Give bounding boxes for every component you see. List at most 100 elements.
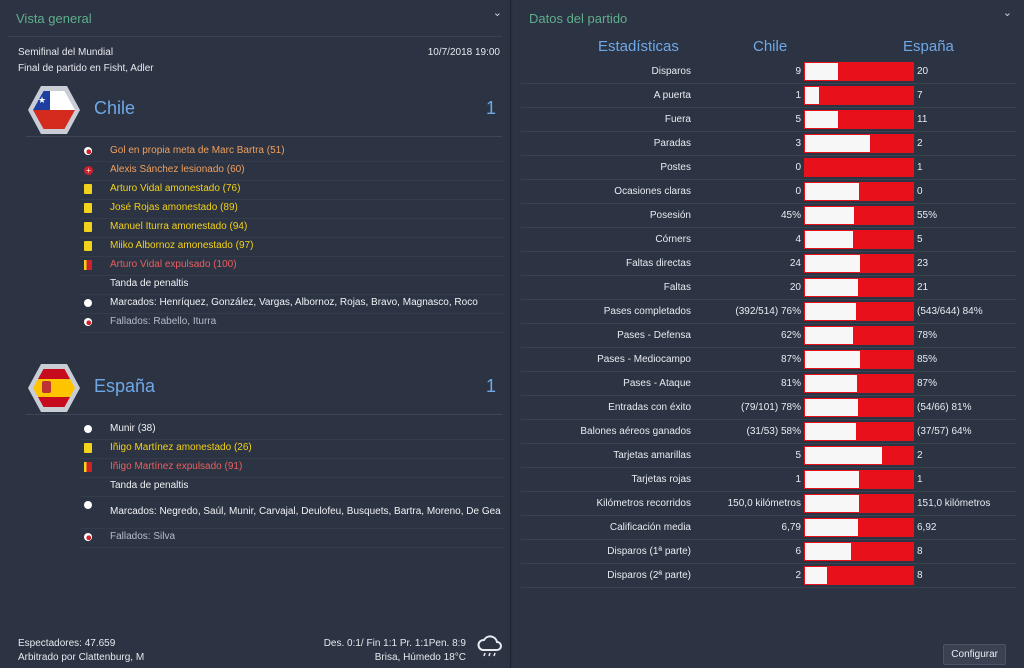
home-share-fill bbox=[805, 231, 853, 248]
stat-row[interactable]: Córners 4 5 bbox=[521, 228, 1017, 252]
yellow-card-icon bbox=[84, 184, 92, 194]
stat-row[interactable]: Calificación media 6,79 6,92 bbox=[521, 516, 1017, 540]
comparison-bar bbox=[804, 542, 914, 561]
stat-row[interactable]: Pases - Defensa 62% 78% bbox=[521, 324, 1017, 348]
stat-row[interactable]: Tarjetas rojas 1 1 bbox=[521, 468, 1017, 492]
stat-label: Ocasiones claras bbox=[614, 186, 691, 197]
comparison-bar bbox=[804, 350, 914, 369]
away-team-score: 1 bbox=[485, 376, 496, 396]
home-stat-value: 20 bbox=[789, 282, 801, 293]
home-stat-value: 150,0 kilómetros bbox=[727, 498, 801, 509]
home-stat-value: 2 bbox=[795, 570, 801, 581]
stat-row[interactable]: Pases - Mediocampo 87% 85% bbox=[521, 348, 1017, 372]
stat-row[interactable]: Kilómetros recorridos 150,0 kilómetros 151… bbox=[521, 492, 1017, 516]
stat-label: Córners bbox=[655, 234, 691, 245]
home-team-name[interactable]: Chile bbox=[94, 98, 136, 118]
stat-label: Faltas directas bbox=[625, 258, 691, 269]
away-stat-value: 151,0 kilómetros bbox=[917, 498, 991, 509]
comparison-bar bbox=[804, 398, 914, 417]
collapse-chevron-icon[interactable]: ⌄ bbox=[492, 7, 502, 19]
stat-label: Kilómetros recorridos bbox=[596, 498, 691, 509]
home-share-fill bbox=[805, 447, 882, 464]
stat-row[interactable]: Entradas con éxito (79/101) 78% (54/66) 81… bbox=[521, 396, 1017, 420]
stat-row[interactable]: Faltas directas 24 23 bbox=[521, 252, 1017, 276]
event-text: Iñigo Martínez expulsado (91) bbox=[110, 461, 243, 472]
home-stat-value: 1 bbox=[795, 90, 801, 101]
comparison-bar bbox=[804, 302, 914, 321]
home-share-fill bbox=[805, 471, 859, 488]
home-share-fill bbox=[805, 495, 859, 512]
event-text: Fallados: Silva bbox=[110, 531, 176, 542]
stat-label: Postes bbox=[660, 162, 691, 173]
away-column-header: España bbox=[903, 38, 954, 55]
event-row: Tanda de penaltis bbox=[80, 477, 504, 497]
stat-label: Paradas bbox=[653, 138, 691, 149]
event-text: José Rojas amonestado (89) bbox=[110, 202, 238, 213]
away-stat-value: 85% bbox=[917, 354, 938, 365]
event-row: Tanda de penaltis bbox=[80, 275, 504, 295]
stat-row[interactable]: Posesión 45% 55% bbox=[521, 204, 1017, 228]
referee: Arbitrado por Clattenburg, M bbox=[18, 652, 145, 663]
away-stat-value: 7 bbox=[917, 90, 923, 101]
away-team-name[interactable]: España bbox=[94, 376, 156, 396]
comparison-bar bbox=[804, 86, 914, 105]
missed-ball-icon bbox=[84, 318, 92, 326]
home-share-fill bbox=[805, 351, 860, 368]
event-row: Munir (38) bbox=[80, 420, 504, 440]
stat-label: Fuera bbox=[664, 114, 691, 125]
away-team-row[interactable]: España 1 bbox=[26, 364, 502, 415]
event-row: + Alexis Sánchez lesionado (60) bbox=[80, 161, 504, 181]
stat-row[interactable]: Pases completados (392/514) 76% (543/644) … bbox=[521, 300, 1017, 324]
home-stat-value: 45% bbox=[780, 210, 801, 221]
home-team-row[interactable]: ★ Chile 1 bbox=[26, 86, 502, 137]
stat-row[interactable]: Disparos 9 20 bbox=[521, 60, 1017, 84]
stat-row[interactable]: Tarjetas amarillas 5 2 bbox=[521, 444, 1017, 468]
home-share-fill bbox=[805, 135, 870, 152]
yellow-card-icon bbox=[84, 222, 92, 232]
away-stat-value: 78% bbox=[917, 330, 938, 341]
stat-row[interactable]: Ocasiones claras 0 0 bbox=[521, 180, 1017, 204]
stat-row[interactable]: Fuera 5 11 bbox=[521, 108, 1017, 132]
stat-row[interactable]: Disparos (2ª parte) 2 8 bbox=[521, 564, 1017, 588]
stat-row[interactable]: Disparos (1ª parte) 6 8 bbox=[521, 540, 1017, 564]
home-share-fill bbox=[805, 303, 856, 320]
home-share-fill bbox=[805, 207, 854, 224]
stat-row[interactable]: Balones aéreos ganados (31/53) 58% (37/57)… bbox=[521, 420, 1017, 444]
away-stat-value: 1 bbox=[917, 162, 923, 173]
stat-row[interactable]: Paradas 3 2 bbox=[521, 132, 1017, 156]
comparison-bar bbox=[804, 422, 914, 441]
overview-title: Vista general bbox=[16, 11, 92, 26]
comparison-bar bbox=[804, 566, 914, 585]
comparison-bar bbox=[804, 158, 914, 177]
home-share-fill bbox=[805, 111, 838, 128]
collapse-chevron-icon[interactable]: ⌄ bbox=[1002, 7, 1012, 19]
event-text: Fallados: Rabello, Iturra bbox=[110, 316, 217, 327]
event-text: Arturo Vidal amonestado (76) bbox=[110, 183, 241, 194]
stat-row[interactable]: Postes 0 1 bbox=[521, 156, 1017, 180]
home-stat-value: 81% bbox=[780, 378, 801, 389]
stat-row[interactable]: A puerta 1 7 bbox=[521, 84, 1017, 108]
weather-text: Brisa, Húmedo 18°C bbox=[374, 652, 466, 663]
second-yellow-red-card-icon bbox=[84, 260, 92, 270]
stat-label: Faltas bbox=[663, 282, 691, 293]
configure-button[interactable]: Configurar bbox=[943, 644, 1006, 665]
home-share-fill bbox=[805, 519, 858, 536]
away-stat-value: 0 bbox=[917, 186, 923, 197]
away-stat-value: 8 bbox=[917, 546, 923, 557]
stat-label: Pases - Ataque bbox=[623, 378, 691, 389]
ball-icon bbox=[84, 501, 92, 509]
home-stat-value: 9 bbox=[795, 66, 801, 77]
home-stat-value: 62% bbox=[780, 330, 801, 341]
event-row: Marcados: Henríquez, González, Vargas, A… bbox=[80, 294, 504, 314]
home-share-fill bbox=[805, 543, 851, 560]
stat-row[interactable]: Faltas 20 21 bbox=[521, 276, 1017, 300]
home-share-fill bbox=[805, 63, 838, 80]
stat-row[interactable]: Pases - Ataque 81% 87% bbox=[521, 372, 1017, 396]
event-row: José Rojas amonestado (89) bbox=[80, 199, 504, 219]
comparison-bar bbox=[804, 206, 914, 225]
yellow-card-icon bbox=[84, 203, 92, 213]
missed-ball-icon bbox=[84, 533, 92, 541]
attendance: Espectadores: 47.659 bbox=[18, 638, 116, 649]
event-text: Iñigo Martínez amonestado (26) bbox=[110, 442, 252, 453]
overview-panel: Vista general ⌄ Semifinal del Mundial 10… bbox=[0, 0, 511, 668]
